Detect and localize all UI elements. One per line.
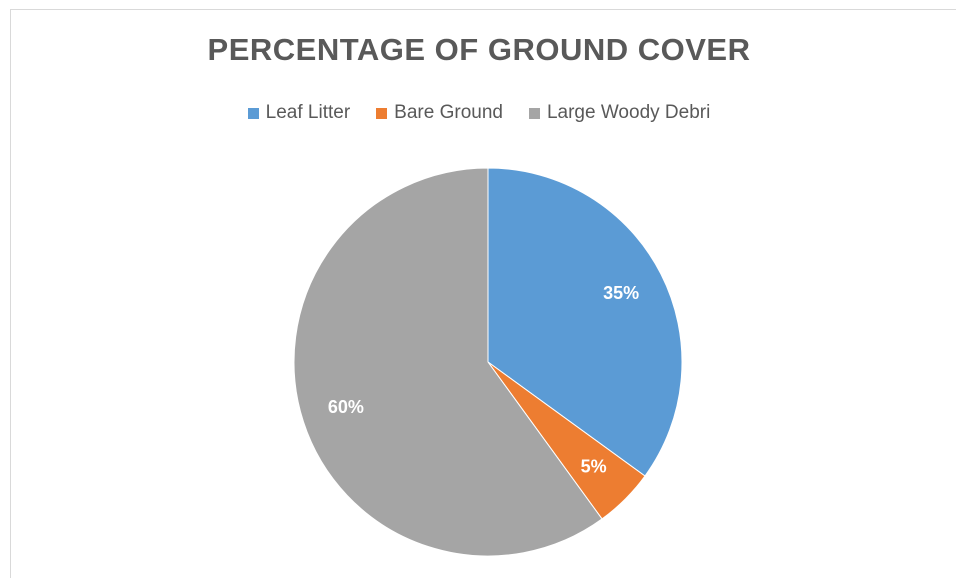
data-label-leaf-litter: 35%	[603, 283, 639, 303]
legend: Leaf Litter Bare Ground Large Woody Debr…	[0, 102, 958, 124]
legend-item-bare-ground: Bare Ground	[376, 102, 503, 124]
pie-slice-large-woody-debri	[293, 167, 603, 557]
legend-label-leaf-litter: Leaf Litter	[265, 102, 351, 123]
legend-item-leaf-litter: Leaf Litter	[247, 102, 351, 124]
legend-swatch-large-woody-debri	[528, 107, 540, 119]
legend-item-large-woody-debri: Large Woody Debri	[528, 102, 711, 124]
chart-title: PERCENTAGE OF GROUND COVER	[207, 32, 751, 67]
legend-swatch-bare-ground	[376, 107, 388, 119]
legend-label-large-woody-debri: Large Woody Debri	[546, 102, 711, 123]
legend-swatch-leaf-litter	[247, 107, 259, 119]
legend-label-bare-ground: Bare Ground	[394, 102, 503, 123]
data-label-large-woody-debri: 60%	[328, 397, 364, 417]
data-label-bare-ground: 5%	[581, 456, 607, 476]
pie-slice-leaf-litter	[487, 167, 683, 477]
